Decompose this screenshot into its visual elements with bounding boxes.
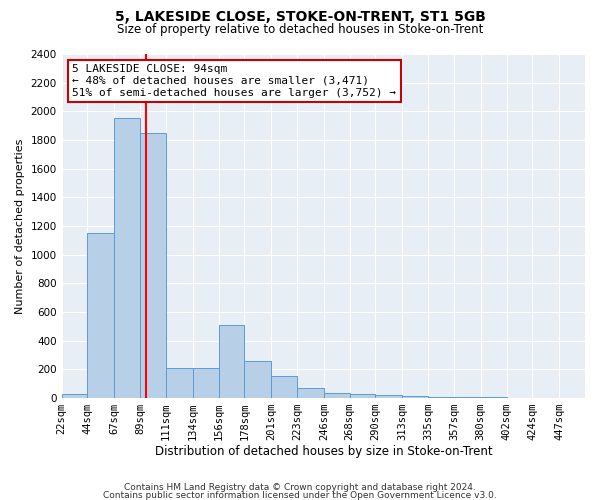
Bar (88, 233, 115, 398)
Bar (166, 368, 193, 398)
X-axis label: Distribution of detached houses by size in Stoke-on-Trent: Distribution of detached houses by size … (155, 444, 492, 458)
Text: Contains HM Land Registry data © Crown copyright and database right 2024.: Contains HM Land Registry data © Crown c… (124, 484, 476, 492)
Bar (454, 397, 481, 398)
Bar (140, 133, 166, 398)
Bar (324, 393, 350, 398)
Text: Size of property relative to detached houses in Stoke-on-Trent: Size of property relative to detached ho… (117, 22, 483, 36)
Bar (115, 118, 140, 398)
Bar (428, 396, 454, 398)
Y-axis label: Number of detached properties: Number of detached properties (15, 138, 25, 314)
Bar (271, 376, 297, 398)
Bar (62, 394, 88, 398)
Bar (193, 368, 218, 398)
Text: 5 LAKESIDE CLOSE: 94sqm
← 48% of detached houses are smaller (3,471)
51% of semi: 5 LAKESIDE CLOSE: 94sqm ← 48% of detache… (72, 64, 396, 98)
Bar (403, 396, 428, 398)
Bar (218, 325, 244, 398)
Bar (350, 394, 376, 398)
Bar (297, 388, 324, 398)
Bar (376, 395, 403, 398)
Bar (244, 360, 271, 398)
Text: 5, LAKESIDE CLOSE, STOKE-ON-TRENT, ST1 5GB: 5, LAKESIDE CLOSE, STOKE-ON-TRENT, ST1 5… (115, 10, 485, 24)
Text: Contains public sector information licensed under the Open Government Licence v3: Contains public sector information licen… (103, 490, 497, 500)
